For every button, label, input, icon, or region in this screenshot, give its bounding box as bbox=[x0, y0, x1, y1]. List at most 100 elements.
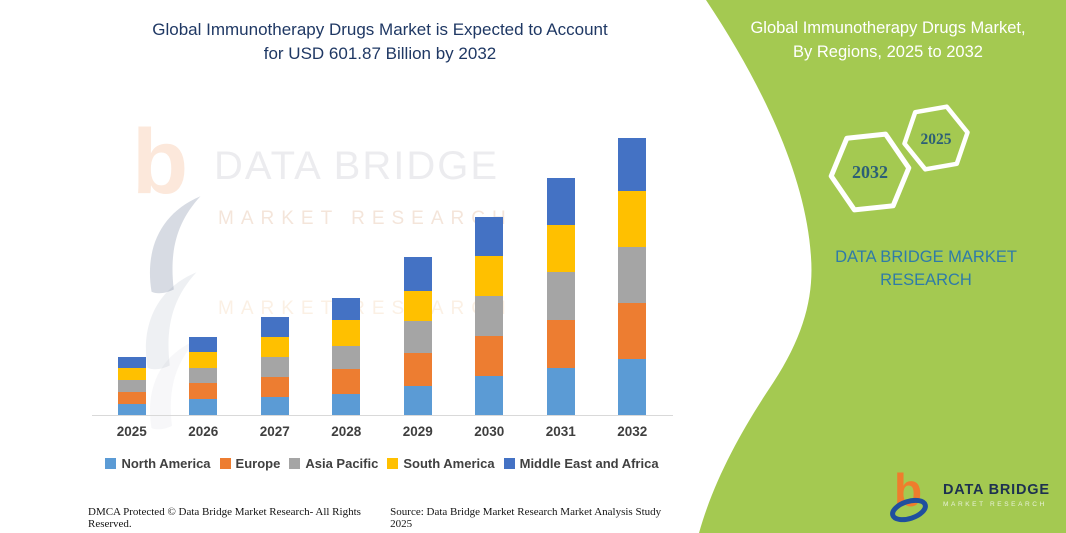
x-axis-label: 2031 bbox=[545, 424, 576, 439]
chart-legend: North America Europe Asia Pacific South Ame… bbox=[86, 456, 678, 471]
bar-segment bbox=[475, 295, 504, 336]
bar-segment bbox=[475, 335, 504, 377]
x-axis-label: 2032 bbox=[617, 424, 648, 439]
databridge-logo-text: DATA BRIDGE MARKET RESEARCH bbox=[943, 482, 1050, 508]
side-panel-title-line2: By Regions, 2025 to 2032 bbox=[793, 43, 983, 61]
legend-swatch-icon bbox=[219, 458, 231, 469]
legend-swatch-icon bbox=[289, 458, 301, 469]
bar-segment bbox=[546, 177, 575, 225]
legend-item: Asia Pacific bbox=[289, 456, 378, 471]
bar-segment bbox=[260, 396, 289, 415]
bar-segment bbox=[546, 367, 575, 415]
side-panel-title: Global Immunotherapy Drugs Market, By Re… bbox=[716, 16, 1060, 64]
bar-stack-2027 bbox=[260, 316, 289, 415]
x-axis-label: 2025 bbox=[116, 424, 147, 439]
x-axis-line bbox=[92, 415, 673, 416]
bar-column-2026 bbox=[168, 130, 240, 415]
legend-label: Middle East and Africa bbox=[519, 456, 659, 471]
bar-segment bbox=[189, 398, 218, 415]
x-axis-label: 2030 bbox=[474, 424, 505, 439]
bar-stack-2032 bbox=[618, 138, 647, 415]
bar-stack-2028 bbox=[332, 298, 361, 415]
bar-segment bbox=[332, 393, 361, 415]
side-panel-brand-text: DATA BRIDGE MARKET RESEARCH bbox=[806, 246, 1046, 292]
bar-segment bbox=[117, 356, 146, 368]
hexagon-2032 bbox=[828, 131, 912, 213]
year-hexagons: 2032 2025 bbox=[828, 104, 970, 213]
bar-stack-2030 bbox=[475, 216, 504, 415]
bar-segment bbox=[618, 138, 647, 192]
x-axis-label: 2027 bbox=[259, 424, 290, 439]
bar-segment bbox=[618, 359, 647, 415]
bar-segment bbox=[403, 320, 432, 353]
legend-label: Asia Pacific bbox=[305, 456, 379, 471]
brand-text-line1: DATA BRIDGE MARKET bbox=[835, 248, 1017, 266]
bar-segment bbox=[260, 376, 289, 397]
logo-sub-text: MARKET RESEARCH bbox=[943, 501, 1047, 508]
legend-swatch-icon bbox=[503, 458, 515, 469]
bar-segment bbox=[618, 247, 647, 304]
bar-segment bbox=[475, 376, 504, 415]
stacked-bar-chart bbox=[96, 130, 668, 415]
legend-label: South America bbox=[403, 456, 495, 471]
page-title-line1: Global Immunotherapy Drugs Market is Exp… bbox=[152, 20, 608, 39]
bar-segment bbox=[332, 345, 361, 370]
bar-segment bbox=[475, 216, 504, 257]
x-axis-label: 2026 bbox=[188, 424, 219, 439]
databridge-logo: b DATA BRIDGE MARKET RESEARCH bbox=[886, 464, 1062, 526]
hexagon-end-year-label: 2032 bbox=[852, 162, 888, 182]
green-panel-shape bbox=[699, 0, 1066, 533]
side-panel-title-line1: Global Immunotherapy Drugs Market, bbox=[750, 19, 1026, 37]
bar-stack-2025 bbox=[117, 356, 146, 415]
x-axis-labels: 2025 2026 2027 2028 2029 2030 2031 2032 bbox=[96, 424, 668, 439]
bar-segment bbox=[546, 272, 575, 321]
legend-swatch-icon bbox=[387, 458, 399, 469]
legend-item: Europe bbox=[219, 456, 281, 471]
legend-item: Middle East and Africa bbox=[503, 456, 659, 471]
bar-column-2032 bbox=[597, 130, 669, 415]
bar-column-2029 bbox=[382, 130, 454, 415]
legend-item: North America bbox=[105, 456, 211, 471]
bar-stack-2031 bbox=[546, 177, 575, 415]
legend-label: North America bbox=[121, 456, 211, 471]
bar-segment bbox=[403, 257, 432, 291]
bar-stack-2029 bbox=[403, 257, 432, 415]
bar-segment bbox=[618, 303, 647, 360]
bar-segment bbox=[117, 380, 146, 392]
bar-segment bbox=[260, 316, 289, 337]
page-title: Global Immunotherapy Drugs Market is Exp… bbox=[40, 18, 720, 66]
bar-segment bbox=[403, 352, 432, 386]
bar-column-2028 bbox=[311, 130, 383, 415]
bar-segment bbox=[117, 392, 146, 404]
bar-segment bbox=[332, 298, 361, 320]
bar-segment bbox=[403, 290, 432, 321]
footer-source-text: Source: Data Bridge Market Research Mark… bbox=[390, 506, 662, 530]
bar-column-2027 bbox=[239, 130, 311, 415]
bar-segment bbox=[260, 357, 289, 377]
bar-segment bbox=[618, 191, 647, 248]
hexagon-2025 bbox=[902, 104, 970, 172]
bar-column-2025 bbox=[96, 130, 168, 415]
bar-segment bbox=[403, 386, 432, 415]
bar-stack-2026 bbox=[189, 336, 218, 415]
bar-segment bbox=[546, 320, 575, 368]
legend-label: Europe bbox=[235, 456, 281, 471]
x-axis-label: 2029 bbox=[402, 424, 433, 439]
hexagon-start-year-label: 2025 bbox=[921, 131, 952, 148]
legend-item: South America bbox=[387, 456, 495, 471]
bar-segment bbox=[117, 368, 146, 380]
bar-column-2031 bbox=[525, 130, 597, 415]
bar-segment bbox=[260, 336, 289, 358]
bar-segment bbox=[546, 224, 575, 273]
bar-segment bbox=[475, 256, 504, 296]
footer-copyright-text: DMCA Protected © Data Bridge Market Rese… bbox=[88, 506, 361, 530]
bar-segment bbox=[189, 383, 218, 399]
bar-segment bbox=[332, 319, 361, 346]
x-axis-label: 2028 bbox=[331, 424, 362, 439]
footer: DMCA Protected © Data Bridge Market Rese… bbox=[88, 506, 670, 530]
bar-segment bbox=[189, 367, 218, 384]
databridge-logo-icon: b bbox=[890, 466, 928, 523]
legend-swatch-icon bbox=[105, 458, 117, 469]
